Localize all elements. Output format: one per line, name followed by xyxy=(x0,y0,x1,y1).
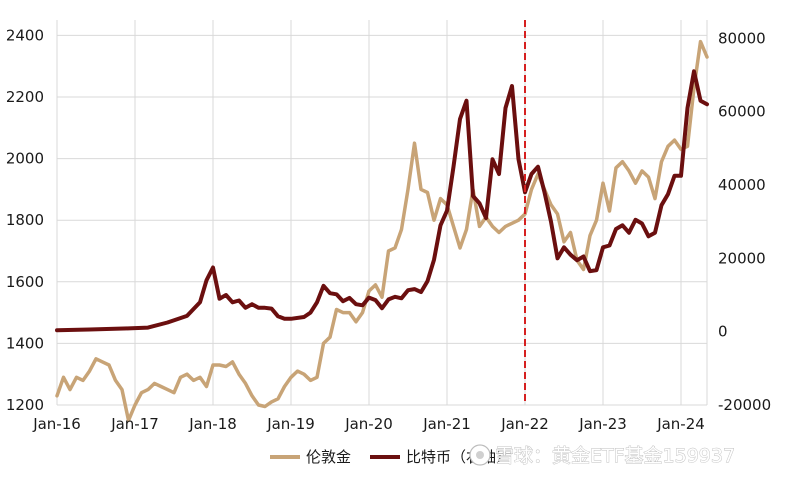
x-tick-label: Jan-18 xyxy=(188,415,237,433)
left-axis-ticks: 1200 1400 1600 1800 2000 2200 2400 xyxy=(6,26,44,414)
right-tick-label: 60000 xyxy=(718,103,766,121)
right-tick-label: 0 xyxy=(718,323,728,341)
snowball-logo-inner xyxy=(476,451,484,459)
plot-frame xyxy=(56,20,708,405)
left-tick-label: 1800 xyxy=(6,211,44,229)
left-tick-label: 1400 xyxy=(6,334,44,352)
x-tick-label: Jan-19 xyxy=(266,415,315,433)
x-tick-label: Jan-24 xyxy=(656,415,705,433)
right-tick-label: 80000 xyxy=(718,29,766,47)
x-tick-label: Jan-21 xyxy=(422,415,471,433)
x-tick-label: Jan-22 xyxy=(500,415,549,433)
legend-label-gold: 伦敦金 xyxy=(306,448,351,466)
right-tick-label: 40000 xyxy=(718,176,766,194)
watermark-text: 雪球：黄金ETF基金159937 xyxy=(495,445,735,467)
x-axis-ticks: Jan-16 Jan-17 Jan-18 Jan-19 Jan-20 Jan-21 Jan-… xyxy=(32,415,705,433)
series-layer xyxy=(55,39,709,423)
left-tick-label: 1200 xyxy=(6,396,44,414)
left-tick-label: 1600 xyxy=(6,273,44,291)
right-axis-ticks: -20000 0 20000 40000 60000 80000 xyxy=(718,29,771,414)
left-tick-label: 2200 xyxy=(6,88,44,106)
x-tick-label: Jan-23 xyxy=(578,415,627,433)
right-tick-label: -20000 xyxy=(718,396,771,414)
x-tick-label: Jan-20 xyxy=(344,415,393,433)
x-tick-label: Jan-17 xyxy=(110,415,159,433)
x-tick-label: Jan-16 xyxy=(32,415,81,433)
left-tick-label: 2000 xyxy=(6,150,44,168)
series-bitcoin-line xyxy=(55,69,709,333)
left-tick-label: 2400 xyxy=(6,26,44,44)
watermark: 雪球：黄金ETF基金159937 xyxy=(469,444,736,467)
series-london-gold-line xyxy=(55,39,709,423)
right-tick-label: 20000 xyxy=(718,249,766,267)
